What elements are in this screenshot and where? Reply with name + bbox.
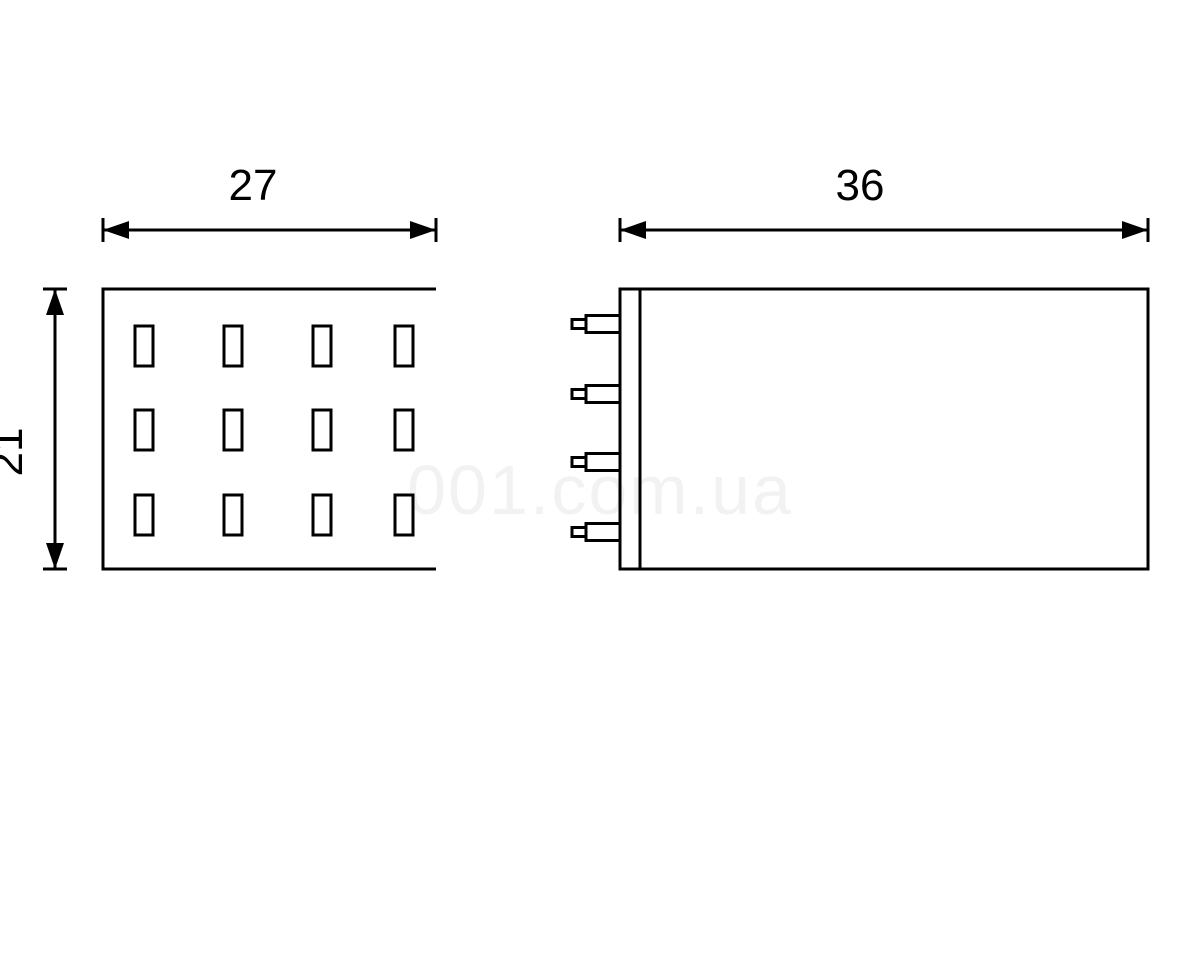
pin-slot	[224, 410, 242, 450]
pin-slot	[313, 410, 331, 450]
terminal-pin	[586, 524, 620, 541]
bottom-view	[103, 289, 436, 569]
terminal-pin	[586, 454, 620, 471]
pin-slot	[224, 495, 242, 535]
dimension-value: 21	[0, 428, 32, 477]
technical-drawing: 27 21 36	[0, 0, 1200, 960]
terminal-pin	[586, 316, 620, 333]
pin-slot	[395, 495, 413, 535]
pin-slot	[395, 410, 413, 450]
terminal-pin	[586, 386, 620, 403]
pin-slot	[135, 326, 153, 366]
dimension-value: 27	[229, 161, 278, 210]
dimension-value: 36	[836, 161, 885, 210]
side-view	[572, 289, 1148, 569]
pin-slot	[313, 326, 331, 366]
pin-slot	[395, 326, 413, 366]
pin-slot	[313, 495, 331, 535]
pin-slot	[135, 495, 153, 535]
pin-slot	[135, 410, 153, 450]
pin-slot	[224, 326, 242, 366]
